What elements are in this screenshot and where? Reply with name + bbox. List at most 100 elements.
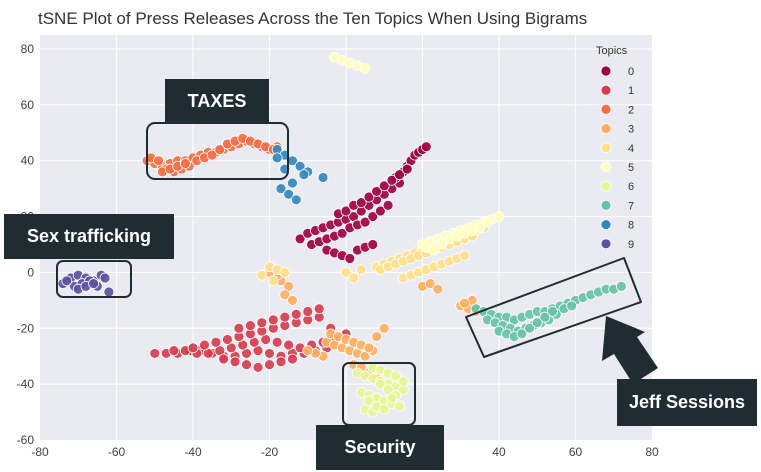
data-point-topic-3 <box>424 278 436 289</box>
data-point-topic-2 <box>206 149 218 161</box>
data-point-topic-1 <box>222 334 233 345</box>
data-point-topic-8 <box>283 188 295 200</box>
data-point-topic-1 <box>199 339 210 351</box>
data-point-topic-4 <box>348 272 360 284</box>
data-point-topic-4 <box>267 275 279 287</box>
data-point-topic-9 <box>99 272 111 284</box>
data-point-topic-0 <box>336 227 348 239</box>
data-point-topic-2 <box>214 144 226 155</box>
legend-label: 1 <box>628 85 634 97</box>
y-tick-label: 40 <box>21 154 35 168</box>
box-taxes <box>146 122 289 180</box>
data-point-topic-1 <box>229 356 241 368</box>
data-point-topic-3 <box>287 294 298 306</box>
data-point-topic-0 <box>294 233 306 245</box>
data-point-topic-8 <box>298 169 310 181</box>
legend-marker <box>600 84 612 96</box>
x-tick-label: -20 <box>261 445 279 459</box>
data-point-topic-1 <box>267 314 279 326</box>
data-point-topic-3 <box>302 345 314 357</box>
data-point-topic-7 <box>616 280 627 292</box>
callout-security: Security <box>316 425 444 470</box>
data-point-topic-0 <box>375 205 386 217</box>
callout-jeff-sessions: Jeff Sessions <box>617 379 757 426</box>
data-point-topic-7 <box>524 322 535 334</box>
data-point-topic-5 <box>482 216 493 228</box>
data-point-topic-1 <box>218 353 230 365</box>
legend-marker <box>600 180 612 192</box>
legend-label: 8 <box>628 220 634 232</box>
data-point-topic-3 <box>279 289 291 301</box>
data-point-topic-3 <box>363 342 375 354</box>
x-tick-label: 60 <box>569 445 583 459</box>
data-point-topic-9 <box>61 275 73 287</box>
data-point-topic-2 <box>153 155 164 167</box>
data-point-topic-0 <box>382 199 394 211</box>
data-point-topic-6 <box>375 378 386 390</box>
callout-sex-trafficking: Sex trafficking <box>4 214 174 259</box>
data-point-topic-1 <box>271 336 283 348</box>
x-tick-label: -40 <box>184 445 202 459</box>
data-point-topic-4 <box>355 264 367 276</box>
legend-label: 2 <box>628 104 634 116</box>
y-tick-label: -20 <box>17 321 35 335</box>
data-point-topic-9 <box>88 278 99 289</box>
legend-marker <box>600 199 612 211</box>
x-tick-label: -80 <box>31 445 49 459</box>
arrow-icon <box>602 316 658 384</box>
data-point-topic-1 <box>252 361 264 373</box>
data-point-topic-6 <box>390 370 402 382</box>
legend-label: 6 <box>628 181 634 193</box>
data-point-topic-1 <box>256 317 268 329</box>
data-point-topic-0 <box>363 191 375 203</box>
data-point-topic-1 <box>187 342 199 354</box>
data-point-topic-5 <box>428 244 440 256</box>
data-point-topic-0 <box>394 169 405 181</box>
legend-marker <box>600 123 612 135</box>
data-point-topic-6 <box>397 375 409 387</box>
data-point-topic-4 <box>459 250 470 262</box>
callout-arrow <box>602 316 658 384</box>
y-tick-label: -40 <box>17 377 35 391</box>
data-point-topic-3 <box>371 331 383 343</box>
y-tick-label: 60 <box>21 98 35 112</box>
data-point-topic-6 <box>378 403 390 415</box>
data-point-topic-8 <box>317 172 329 183</box>
data-point-topic-4 <box>256 269 268 281</box>
data-point-topic-0 <box>355 197 367 208</box>
data-point-topic-1 <box>275 356 287 368</box>
data-point-topic-0 <box>371 186 383 197</box>
data-point-topic-5 <box>436 239 448 250</box>
legend-marker <box>600 65 612 77</box>
legend-label: 9 <box>628 239 634 251</box>
legend-label: 0 <box>628 66 634 78</box>
data-point-topic-1 <box>287 353 298 365</box>
data-point-topic-5 <box>493 211 505 222</box>
legend-marker <box>600 219 612 231</box>
data-point-topic-3 <box>459 297 470 309</box>
legend-marker <box>600 104 612 115</box>
chart-title: tSNE Plot of Press Releases Across the T… <box>38 9 587 28</box>
data-point-topic-8 <box>290 194 302 206</box>
data-point-topic-9 <box>103 286 115 298</box>
data-point-topic-5 <box>359 63 371 74</box>
data-point-topic-0 <box>420 141 432 153</box>
data-point-topic-1 <box>149 348 161 359</box>
data-point-topic-0 <box>344 253 356 264</box>
legend-label: 3 <box>628 124 634 136</box>
data-point-topic-8 <box>287 177 298 189</box>
data-point-topic-6 <box>386 392 398 404</box>
legend-label: 7 <box>628 200 634 212</box>
callout-taxes: TAXES <box>165 79 269 123</box>
data-point-topic-0 <box>401 163 413 175</box>
y-tick-label: 0 <box>27 265 34 279</box>
data-points <box>57 51 627 418</box>
data-point-topic-4 <box>279 267 291 278</box>
data-point-topic-5 <box>474 222 486 234</box>
data-point-topic-1 <box>210 336 222 348</box>
x-tick-label: 80 <box>645 445 659 459</box>
data-point-topic-1 <box>233 322 245 334</box>
box-jeff-sessions <box>465 257 642 358</box>
box-sex-trafficking <box>56 260 132 298</box>
